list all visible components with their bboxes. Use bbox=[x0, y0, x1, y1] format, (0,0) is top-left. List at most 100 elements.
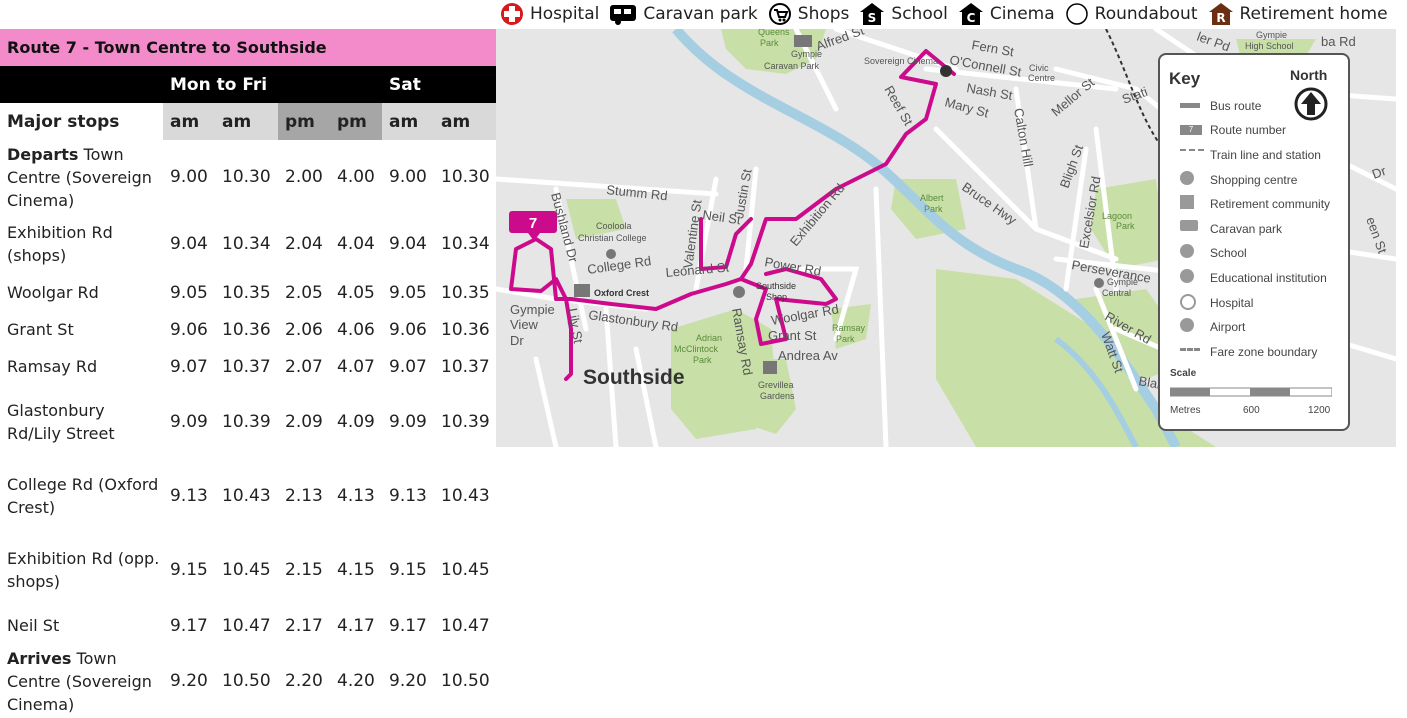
departure-time: 9.00 bbox=[170, 167, 208, 187]
departure-time: 9.09 bbox=[170, 412, 208, 432]
place-label: Gympie bbox=[1256, 30, 1287, 40]
school-icon bbox=[606, 249, 616, 259]
departure-time: 9.00 bbox=[389, 167, 427, 187]
departure-time: 10.30 bbox=[222, 167, 271, 187]
period-header: am bbox=[382, 103, 434, 140]
departure-time: 2.00 bbox=[285, 167, 323, 187]
hospital-icon bbox=[501, 3, 523, 25]
table-row: Grant St 9.06 10.36 2.06 4.06 9.06 10.36 bbox=[0, 311, 496, 348]
park-label: Park bbox=[1116, 221, 1135, 231]
stop-label: Woolgar Rd bbox=[7, 283, 99, 302]
key-item: Hospital bbox=[1210, 296, 1254, 310]
legend-label: Roundabout bbox=[1094, 4, 1198, 24]
map-legend: Hospital Caravan park Shops S School C C… bbox=[500, 0, 1398, 28]
legend-retirement-home: R Retirement home bbox=[1208, 2, 1388, 26]
stop-name: Glastonbury Rd/Lily Street bbox=[0, 385, 163, 459]
period-header: am bbox=[215, 103, 278, 140]
shops-icon bbox=[733, 286, 745, 298]
place-label: Caravan Park bbox=[764, 61, 820, 71]
caravan-park-icon bbox=[794, 35, 812, 47]
legend-label: Retirement home bbox=[1239, 4, 1388, 24]
cinema-icon: C bbox=[958, 3, 983, 25]
road-label: ler Pd bbox=[1195, 29, 1232, 54]
table-row: Woolgar Rd 9.05 10.35 2.05 4.05 9.05 10.35 bbox=[0, 274, 496, 311]
route-map: 7 Stumm Rd Bushland Dr College Rd Cooloo… bbox=[496, 29, 1396, 447]
road-label: Neil St bbox=[702, 207, 742, 227]
north-label: North bbox=[1290, 67, 1328, 83]
stop-label: Neil St bbox=[7, 616, 60, 635]
period-header: am bbox=[163, 103, 215, 140]
departure-time: 9.06 bbox=[170, 319, 208, 340]
stop-action: Departs bbox=[7, 144, 79, 164]
departure-time: 9.05 bbox=[170, 282, 208, 303]
departure-time: 10.35 bbox=[441, 282, 490, 303]
bus-route bbox=[509, 49, 956, 381]
stop-name: Exhibition Rd (opp. shops) bbox=[0, 533, 163, 607]
place-label: Gardens bbox=[760, 391, 795, 401]
departure-time: 10.37 bbox=[441, 356, 490, 377]
departure-time: 4.06 bbox=[337, 319, 375, 340]
legend-roundabout: Roundabout bbox=[1065, 2, 1198, 26]
stop-label: Grant St bbox=[7, 320, 74, 339]
scale-1200: 1200 bbox=[1308, 405, 1331, 416]
stop-name: Departs Town Centre (Sovereign Cinema) bbox=[0, 140, 163, 214]
departure-time: 10.47 bbox=[222, 615, 271, 636]
educational-institution-icon bbox=[1180, 269, 1194, 283]
stop-name: Ramsay Rd bbox=[0, 348, 163, 385]
departure-time: 2.20 bbox=[285, 671, 323, 691]
departure-time: 9.05 bbox=[389, 282, 427, 303]
departure-time: 2.15 bbox=[285, 560, 323, 580]
stop-label: Glastonbury Rd/Lily Street bbox=[7, 401, 115, 443]
departure-time: 10.43 bbox=[222, 486, 271, 506]
departure-time: 10.45 bbox=[222, 560, 271, 580]
day-header-row: Mon to Fri Sat bbox=[0, 66, 497, 103]
stop-label: College Rd (Oxford Crest) bbox=[7, 475, 159, 517]
departure-time: 10.34 bbox=[441, 234, 490, 254]
road-label: Andrea Av bbox=[778, 348, 838, 363]
place-label: Oxford Crest bbox=[594, 288, 649, 298]
departure-time: 4.15 bbox=[337, 560, 375, 580]
school-icon bbox=[1180, 244, 1194, 258]
scale-metres: Metres bbox=[1170, 405, 1201, 416]
road-label: Glastonbury Rd bbox=[588, 307, 680, 334]
place-label: High School bbox=[1245, 41, 1294, 51]
road-label: Power Rd bbox=[763, 254, 822, 279]
scale-bar bbox=[1170, 387, 1332, 397]
timetable-title-row: Route 7 - Town Centre to Southside bbox=[0, 29, 497, 66]
cinema-icon bbox=[940, 65, 952, 77]
departure-time: 4.17 bbox=[337, 615, 375, 636]
park-label: Lagoon bbox=[1102, 211, 1132, 221]
departure-time: 9.07 bbox=[170, 356, 208, 377]
road-label: Reef St bbox=[881, 83, 916, 128]
departure-time: 4.04 bbox=[337, 234, 375, 254]
departure-time: 2.07 bbox=[285, 356, 323, 377]
scale-title: Scale bbox=[1170, 368, 1197, 379]
departure-time: 9.17 bbox=[170, 615, 208, 636]
key-item: Fare zone boundary bbox=[1210, 345, 1318, 359]
retirement-home-icon: R bbox=[1208, 3, 1233, 25]
route-number-icon: 7 bbox=[1180, 125, 1202, 135]
park-label: McClintock bbox=[674, 344, 719, 354]
road-label: Mary St bbox=[943, 94, 991, 120]
river bbox=[672, 29, 1181, 447]
key-item: Bus route bbox=[1210, 99, 1262, 113]
shops-icon bbox=[1094, 278, 1104, 288]
park-label: Queens bbox=[758, 29, 790, 37]
key-item: Route number bbox=[1210, 123, 1287, 137]
departure-time: 10.50 bbox=[441, 671, 490, 691]
legend-label: Caravan park bbox=[643, 4, 758, 24]
departure-time: 2.05 bbox=[285, 282, 323, 303]
departure-time: 10.39 bbox=[441, 412, 490, 432]
legend-shops: Shops bbox=[768, 2, 849, 26]
retirement-home-icon bbox=[574, 284, 590, 297]
stop-label: Ramsay Rd bbox=[7, 357, 98, 376]
key-item: Train line and station bbox=[1210, 148, 1321, 162]
period-header: am bbox=[434, 103, 497, 140]
departure-time: 9.15 bbox=[170, 560, 208, 580]
road-label: Fern St bbox=[970, 37, 1015, 59]
road-label: College Rd bbox=[586, 253, 652, 277]
place-label: Central bbox=[1102, 288, 1131, 298]
table-row: Glastonbury Rd/Lily Street 9.09 10.39 2.09 4… bbox=[0, 385, 496, 459]
road-label: Gympie bbox=[510, 302, 555, 317]
stop-name: Grant St bbox=[0, 311, 163, 348]
